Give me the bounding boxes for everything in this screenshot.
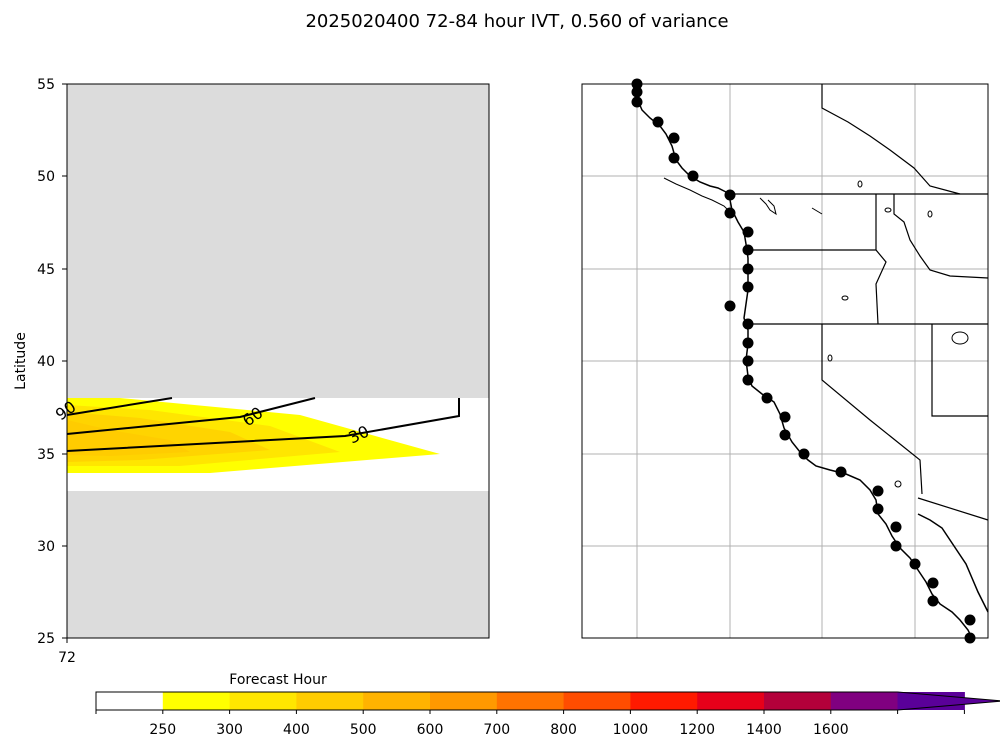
landfall-point xyxy=(909,558,921,570)
landfall-point xyxy=(872,485,884,497)
y-tick-label: 40 xyxy=(37,354,55,370)
colorbar-segment xyxy=(430,692,498,710)
colorbar-tick-label: 1200 xyxy=(679,722,715,738)
x-tick-label: 72 xyxy=(58,650,76,666)
border-bc-alberta xyxy=(821,84,961,195)
landfall-point xyxy=(835,466,847,478)
border-us-mexico xyxy=(917,497,989,521)
colorbar-extend-arrow xyxy=(897,692,1000,710)
landfall-point xyxy=(890,521,902,533)
colorbar-segment xyxy=(830,692,899,710)
map-lakes xyxy=(811,180,969,488)
border-idaho-montana xyxy=(893,194,989,279)
colorbar-tick-label: 700 xyxy=(483,722,510,738)
landfall-point xyxy=(742,263,754,275)
landfall-point xyxy=(742,226,754,238)
landfall-points xyxy=(631,78,976,644)
baja-peninsula xyxy=(917,513,989,613)
colorbar-tick-label: 400 xyxy=(283,722,310,738)
landfall-point xyxy=(668,152,680,164)
y-tick-label: 30 xyxy=(37,539,55,555)
lake-outline xyxy=(951,331,969,345)
landfall-point xyxy=(631,86,643,98)
lake-outline xyxy=(841,295,849,301)
landfall-point xyxy=(872,503,884,515)
map-panel xyxy=(581,78,989,644)
landfall-point xyxy=(742,281,754,293)
figure-title: 2025020400 72-84 hour IVT, 0.560 of vari… xyxy=(305,11,728,32)
landfall-point xyxy=(742,318,754,330)
lake-outline xyxy=(894,480,902,488)
y-axis-label: Latitude xyxy=(13,332,29,390)
colorbar-tick-label: 300 xyxy=(216,722,243,738)
lake-outline xyxy=(857,180,863,188)
landfall-point xyxy=(742,355,754,367)
landfall-point xyxy=(652,116,664,128)
y-tick-label: 25 xyxy=(37,631,55,647)
y-tick-label: 50 xyxy=(37,169,55,185)
landfall-point xyxy=(724,300,736,312)
colorbar-segment xyxy=(630,692,698,710)
colorbar: 250 300 400 500 600 700 800 1000 1200 1400 1600 xyxy=(95,691,1000,738)
colorbar-segment xyxy=(363,692,431,710)
landfall-point xyxy=(927,577,939,589)
contour-line-90 xyxy=(66,397,173,416)
colorbar-tick-label: 800 xyxy=(550,722,577,738)
colorbar-segment xyxy=(697,692,765,710)
colorbar-segment xyxy=(496,692,565,710)
landfall-point xyxy=(742,244,754,256)
map-gridlines xyxy=(582,84,988,638)
lake-outline xyxy=(927,210,933,218)
border-california-nevada xyxy=(821,324,923,495)
puget-sound xyxy=(759,197,777,216)
map-axes-frame xyxy=(581,83,989,639)
y-tick-label: 55 xyxy=(37,77,55,93)
landfall-point xyxy=(964,614,976,626)
missing-data-area xyxy=(67,84,489,638)
colorbar-tick-label: 600 xyxy=(417,722,444,738)
landfall-point xyxy=(927,595,939,607)
landfall-point xyxy=(742,374,754,386)
colorbar-segment xyxy=(563,692,631,710)
border-utah-arizona xyxy=(931,324,988,417)
landfall-point xyxy=(687,170,699,182)
landfall-point xyxy=(631,96,643,108)
contour-line-60 xyxy=(66,397,316,435)
colorbar-tick-label: 500 xyxy=(350,722,377,738)
colorbar-tick-label: 1600 xyxy=(813,722,849,738)
landfall-point xyxy=(779,429,791,441)
left-panel: 90 60 30 25 30 35 40 45 50 55 72 Latitud xyxy=(13,77,490,688)
colorbar-segment xyxy=(764,692,832,710)
political-borders xyxy=(730,84,989,521)
colorbar-segment xyxy=(162,692,231,710)
landfall-point xyxy=(724,207,736,219)
lake-outline xyxy=(884,207,892,213)
landfall-point xyxy=(761,392,773,404)
lake-outline xyxy=(827,354,833,362)
y-tick-label: 45 xyxy=(37,262,55,278)
colorbar-segment xyxy=(96,692,164,710)
landfall-point xyxy=(668,132,680,144)
colorbar-tick-label: 250 xyxy=(149,722,176,738)
y-tick-label: 35 xyxy=(37,447,55,463)
landfall-point xyxy=(798,448,810,460)
colorbar-segment xyxy=(229,692,297,710)
colorbar-tick-label: 1000 xyxy=(613,722,649,738)
x-axis-label: Forecast Hour xyxy=(229,672,327,688)
landfall-point xyxy=(742,337,754,349)
lake-outline xyxy=(811,207,823,215)
vancouver-island xyxy=(663,177,731,213)
contour-line-30 xyxy=(66,398,460,452)
ivt-filled-contours xyxy=(67,398,440,473)
y-axis-ticks: 25 30 35 40 45 50 55 xyxy=(37,77,67,647)
landfall-point xyxy=(890,540,902,552)
colorbar-tick-label: 1400 xyxy=(746,722,782,738)
landfall-point xyxy=(779,411,791,423)
landfall-point xyxy=(724,189,736,201)
colorbar-segment xyxy=(296,692,364,710)
border-washington-oregon-idaho xyxy=(748,249,887,325)
